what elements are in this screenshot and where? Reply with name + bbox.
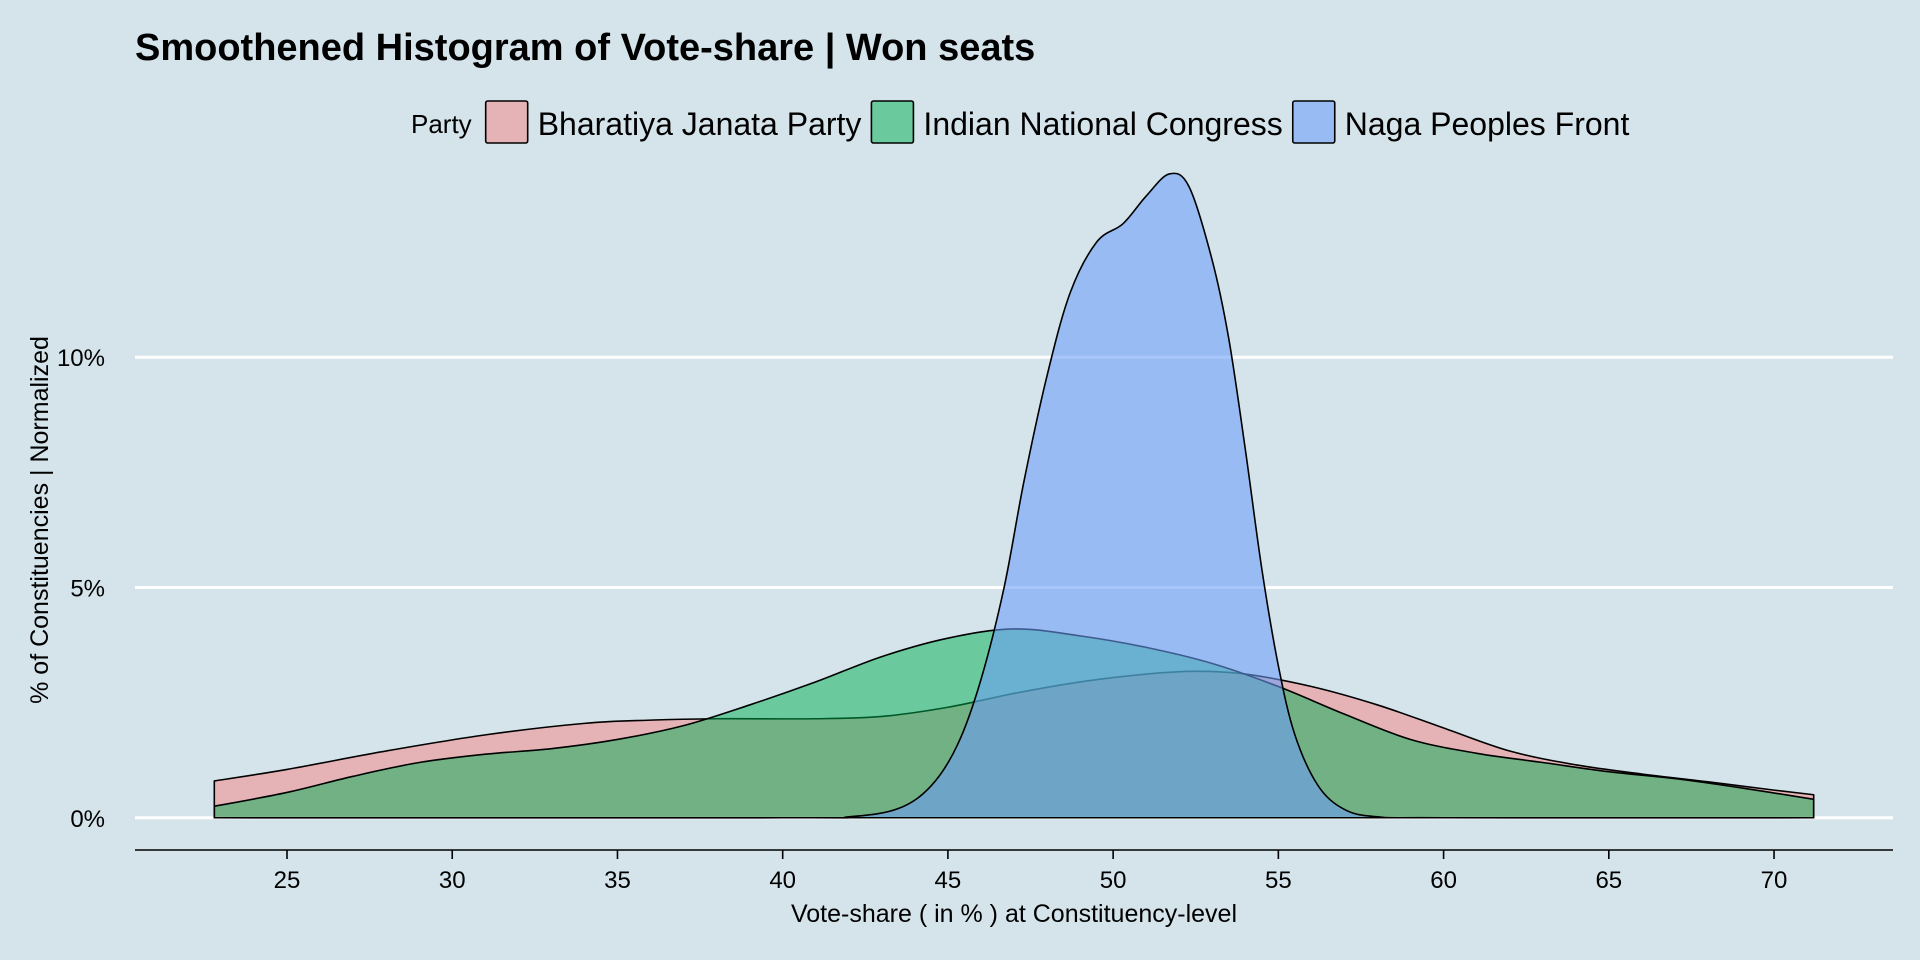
legend-label-naga-peoples-front: Naga Peoples Front bbox=[1345, 106, 1630, 142]
x-tick-label-30: 30 bbox=[439, 867, 466, 894]
legend-swatch-naga-peoples-front bbox=[1291, 100, 1336, 144]
legend-swatch-indian-national-congress bbox=[870, 100, 915, 144]
x-tick-label-55: 55 bbox=[1265, 867, 1292, 894]
x-tick-label-25: 25 bbox=[274, 867, 301, 894]
y-tick-label-10: 10% bbox=[57, 345, 105, 372]
y-tick-label-5: 5% bbox=[70, 576, 105, 603]
x-axis-title: Vote-share ( in % ) at Constituency-leve… bbox=[791, 900, 1237, 928]
legend: Party Bharatiya Janata Party Indian Natio… bbox=[411, 100, 1630, 144]
legend-label-indian-national-congress: Indian National Congress bbox=[923, 106, 1282, 142]
x-tick-label-35: 35 bbox=[604, 867, 631, 894]
x-tick-label-70: 70 bbox=[1761, 867, 1788, 894]
x-tick-label-65: 65 bbox=[1595, 867, 1622, 894]
density-area-naga-peoples-front bbox=[213, 172, 1815, 819]
density-areas bbox=[213, 172, 1815, 819]
legend-title: Party bbox=[411, 109, 472, 139]
y-axis-title: % of Constituencies | Normalized bbox=[26, 336, 54, 704]
chart-title: Smoothened Histogram of Vote-share | Won… bbox=[135, 27, 1035, 69]
y-tick-label-0: 0% bbox=[70, 806, 105, 833]
legend-swatch-bharatiya-janata-party bbox=[484, 100, 529, 144]
x-tick-label-45: 45 bbox=[935, 867, 962, 894]
legend-label-bharatiya-janata-party: Bharatiya Janata Party bbox=[538, 106, 862, 142]
x-tick-label-50: 50 bbox=[1100, 867, 1127, 894]
axes: 25 30 35 40 45 50 55 60 65 70 0% 5% 10% bbox=[57, 345, 1893, 894]
x-tick-label-60: 60 bbox=[1430, 867, 1457, 894]
x-tick-label-40: 40 bbox=[769, 867, 796, 894]
